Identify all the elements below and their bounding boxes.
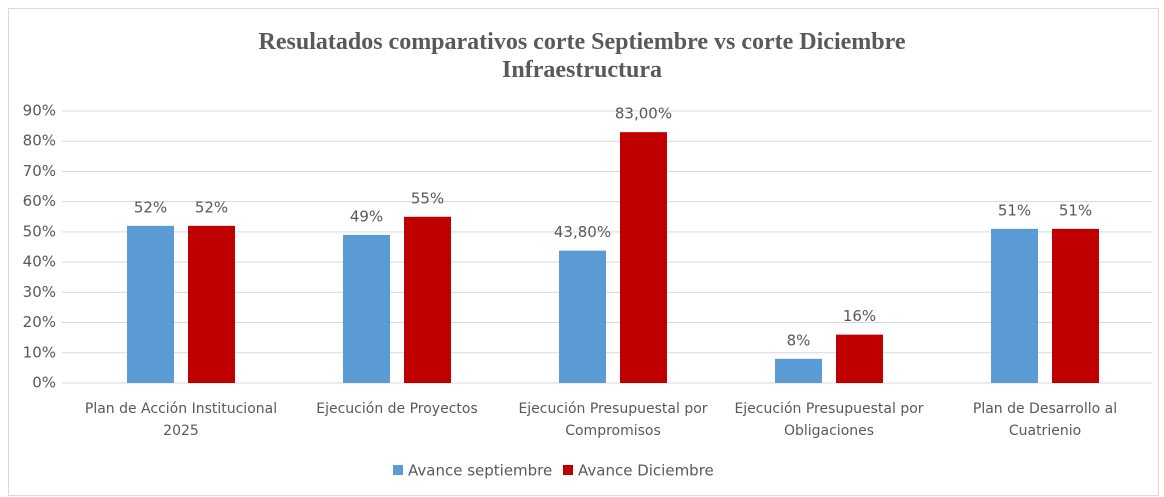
legend-label: Avance Diciembre: [578, 462, 714, 480]
data-label: 51%: [1059, 201, 1092, 219]
y-tick-label: 20%: [23, 313, 56, 331]
y-tick-label: 50%: [23, 222, 56, 240]
y-tick-label: 40%: [23, 253, 56, 271]
data-label: 52%: [195, 198, 228, 216]
bar: [559, 250, 606, 383]
bar: [188, 225, 235, 383]
bar: [343, 234, 390, 383]
legend-swatch: [563, 465, 573, 475]
data-label: 52%: [134, 198, 167, 216]
y-tick-label: 90%: [23, 102, 56, 120]
bar: [836, 334, 883, 383]
x-tick-label: Ejecución de Proyectos: [316, 401, 478, 417]
data-label: 83,00%: [615, 105, 672, 123]
x-tick-label: Ejecución Presupuestal por Obligaciones: [734, 401, 924, 439]
data-label: 51%: [998, 201, 1031, 219]
y-tick-label: 60%: [23, 192, 56, 210]
x-tick-label: Ejecución Presupuestal por Compromisos: [518, 401, 708, 439]
legend-label: Avance septiembre: [408, 462, 552, 480]
bar: [991, 228, 1038, 383]
data-label: 49%: [350, 207, 383, 225]
bar: [775, 358, 822, 383]
data-label: 55%: [411, 189, 444, 207]
y-tick-label: 10%: [23, 343, 56, 361]
y-tick-label: 70%: [23, 162, 56, 180]
x-tick-label: Plan de Acción Institucional 2025: [84, 401, 278, 439]
y-tick-label: 30%: [23, 283, 56, 301]
bar: [1052, 228, 1099, 383]
data-label: 16%: [843, 307, 876, 325]
chart-title: Resulatados comparativos corte Septiembr…: [258, 29, 906, 83]
data-label: 43,80%: [554, 223, 611, 241]
y-tick-label: 80%: [23, 132, 56, 150]
bar: [127, 225, 174, 383]
legend-swatch: [393, 465, 403, 475]
bar: [620, 132, 667, 383]
y-tick-label: 0%: [32, 374, 56, 392]
x-tick-label: Plan de Desarrollo al Cuatrienio: [972, 401, 1118, 439]
data-label: 8%: [787, 331, 811, 349]
chart-border: [8, 8, 1159, 496]
bar: [404, 216, 451, 383]
